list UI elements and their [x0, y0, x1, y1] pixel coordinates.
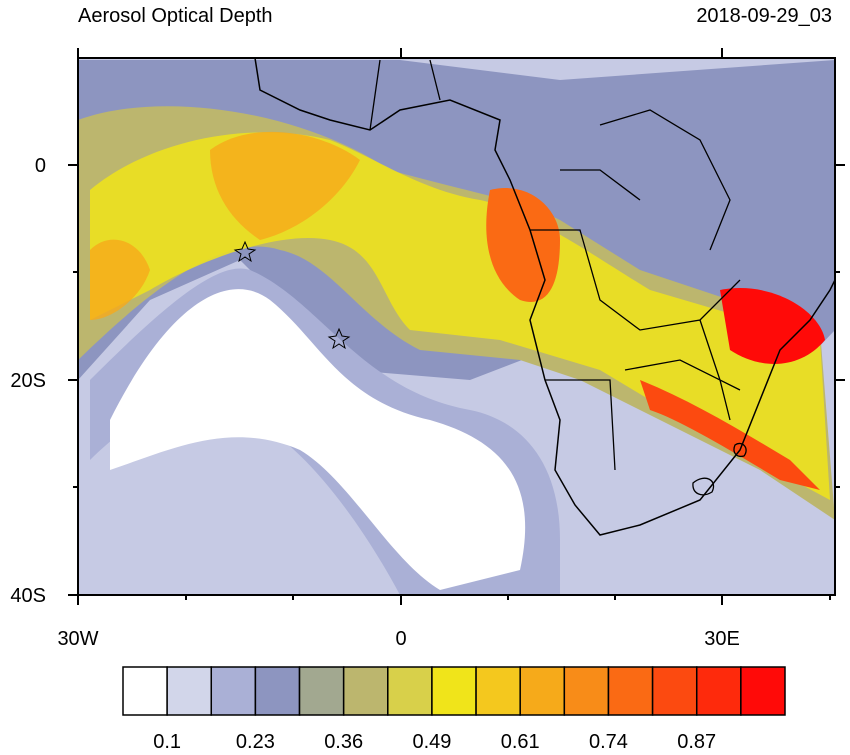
colorbar-label: 0.87 — [677, 731, 716, 750]
lon-label: 0 — [395, 628, 406, 650]
aod-field — [78, 58, 835, 595]
colorbar-box — [254, 666, 301, 716]
colorbar-label: 0.61 — [501, 731, 540, 750]
lat-label: 20S — [10, 370, 46, 392]
colorbar-box — [431, 666, 477, 716]
colorbar-box — [563, 666, 610, 716]
colorbar-box — [740, 666, 786, 716]
colorbar-box — [475, 666, 521, 716]
title: Aerosol Optical Depth — [78, 5, 273, 27]
colorbar-box — [695, 666, 742, 716]
lat-label: 0 — [35, 155, 46, 177]
lat-label: 40S — [10, 585, 46, 607]
colorbar-box — [607, 666, 654, 716]
colorbar-label: 0.74 — [589, 731, 628, 750]
colorbar-label: 0.36 — [324, 731, 363, 750]
colorbar-box — [210, 666, 257, 716]
map-frame — [77, 57, 836, 596]
axis-ticks — [68, 48, 845, 605]
time-label: 2018-09-29_03 — [696, 5, 832, 27]
colorbar-label: 0.1 — [153, 731, 181, 750]
colorbar-box — [298, 666, 345, 716]
colorbar-box — [519, 666, 566, 716]
colorbar-box — [387, 666, 433, 716]
lon-label: 30E — [704, 628, 740, 650]
colorbar-label: 0.49 — [412, 731, 451, 750]
colorbar-box — [342, 666, 389, 716]
colorbar-box — [651, 666, 698, 716]
lon-label: 30W — [57, 628, 98, 650]
colorbar-box — [166, 666, 213, 716]
colorbar-box — [122, 666, 168, 716]
colorbar-label: 0.23 — [236, 731, 275, 750]
